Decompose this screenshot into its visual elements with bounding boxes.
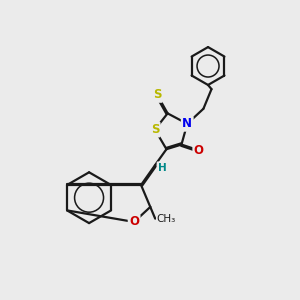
Text: CH₃: CH₃: [156, 214, 176, 224]
Text: H: H: [158, 163, 167, 173]
Text: S: S: [153, 88, 161, 101]
Text: N: N: [182, 117, 192, 130]
Text: O: O: [194, 144, 204, 157]
Text: O: O: [129, 215, 139, 229]
Text: S: S: [151, 123, 159, 136]
